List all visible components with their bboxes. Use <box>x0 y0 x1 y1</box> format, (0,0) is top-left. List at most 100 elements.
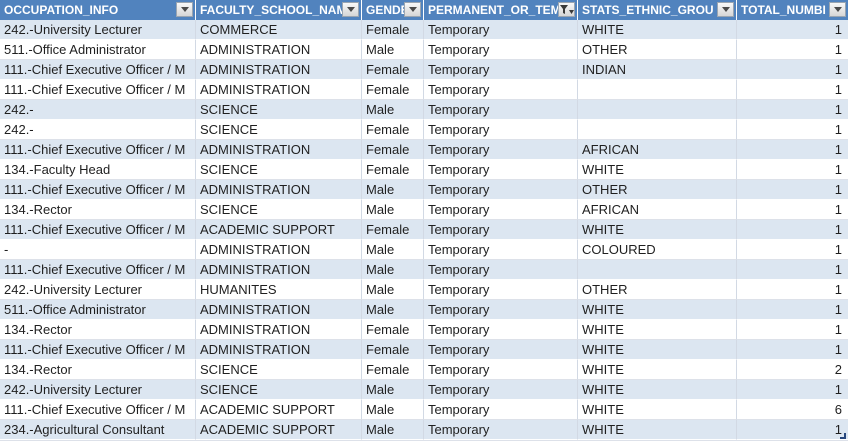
table-cell[interactable]: 1 <box>737 320 848 340</box>
table-cell[interactable]: ACADEMIC SUPPORT <box>196 400 362 420</box>
table-cell[interactable]: 111.-Chief Executive Officer / M <box>0 220 196 240</box>
table-cell[interactable]: 242.-University Lecturer <box>0 20 196 40</box>
table-cell[interactable]: 111.-Chief Executive Officer / M <box>0 260 196 280</box>
table-cell[interactable]: ADMINISTRATION <box>196 140 362 160</box>
table-cell[interactable]: 1 <box>737 260 848 280</box>
table-cell[interactable]: 111.-Chief Executive Officer / M <box>0 140 196 160</box>
table-cell[interactable]: 1 <box>737 300 848 320</box>
table-cell[interactable]: ADMINISTRATION <box>196 60 362 80</box>
table-cell[interactable]: ADMINISTRATION <box>196 300 362 320</box>
table-cell[interactable]: COMMERCE <box>196 20 362 40</box>
table-cell[interactable]: 242.- <box>0 120 196 140</box>
table-cell[interactable]: 111.-Chief Executive Officer / M <box>0 340 196 360</box>
table-cell[interactable]: AFRICAN <box>578 200 737 220</box>
table-cell[interactable]: 111.-Chief Executive Officer / M <box>0 80 196 100</box>
table-cell[interactable]: Female <box>362 120 424 140</box>
table-resize-handle[interactable] <box>840 433 846 439</box>
table-cell[interactable]: COLOURED <box>578 240 737 260</box>
table-cell[interactable]: Temporary <box>424 100 578 120</box>
table-cell[interactable]: Female <box>362 20 424 40</box>
table-cell[interactable]: 1 <box>737 140 848 160</box>
table-cell[interactable]: Female <box>362 80 424 100</box>
table-cell[interactable]: WHITE <box>578 400 737 420</box>
table-cell[interactable]: 1 <box>737 180 848 200</box>
table-cell[interactable]: ADMINISTRATION <box>196 320 362 340</box>
table-cell[interactable]: Temporary <box>424 300 578 320</box>
table-cell[interactable]: 2 <box>737 360 848 380</box>
table-cell[interactable]: Temporary <box>424 340 578 360</box>
table-cell[interactable]: 134.-Rector <box>0 360 196 380</box>
table-cell[interactable] <box>578 260 737 280</box>
table-cell[interactable]: 1 <box>737 220 848 240</box>
table-cell[interactable]: SCIENCE <box>196 120 362 140</box>
table-cell[interactable]: 111.-Chief Executive Officer / M <box>0 60 196 80</box>
table-cell[interactable]: 242.-University Lecturer <box>0 280 196 300</box>
table-cell[interactable]: Temporary <box>424 60 578 80</box>
table-cell[interactable]: Temporary <box>424 160 578 180</box>
table-cell[interactable]: 1 <box>737 160 848 180</box>
table-cell[interactable] <box>578 120 737 140</box>
filter-dropdown-button[interactable] <box>176 2 193 17</box>
table-cell[interactable]: Female <box>362 160 424 180</box>
table-cell[interactable]: 1 <box>737 200 848 220</box>
table-cell[interactable]: WHITE <box>578 160 737 180</box>
table-cell[interactable]: Male <box>362 380 424 400</box>
table-cell[interactable]: WHITE <box>578 340 737 360</box>
table-cell[interactable]: Temporary <box>424 20 578 40</box>
table-cell[interactable]: Male <box>362 100 424 120</box>
table-cell[interactable]: 111.-Chief Executive Officer / M <box>0 400 196 420</box>
table-cell[interactable]: Female <box>362 220 424 240</box>
filter-dropdown-button[interactable] <box>558 2 575 17</box>
table-cell[interactable]: AFRICAN <box>578 140 737 160</box>
table-cell[interactable]: 134.-Faculty Head <box>0 160 196 180</box>
table-cell[interactable] <box>578 80 737 100</box>
table-cell[interactable]: 1 <box>737 100 848 120</box>
table-cell[interactable]: Female <box>362 360 424 380</box>
table-cell[interactable]: 242.-University Lecturer <box>0 380 196 400</box>
table-cell[interactable]: 1 <box>737 280 848 300</box>
table-cell[interactable]: Temporary <box>424 80 578 100</box>
table-cell[interactable]: Temporary <box>424 180 578 200</box>
table-cell[interactable]: WHITE <box>578 420 737 440</box>
table-cell[interactable]: ACADEMIC SUPPORT <box>196 420 362 440</box>
table-cell[interactable]: OTHER <box>578 180 737 200</box>
table-cell[interactable]: - <box>0 240 196 260</box>
table-cell[interactable]: HUMANITES <box>196 280 362 300</box>
table-cell[interactable] <box>578 100 737 120</box>
table-cell[interactable]: Male <box>362 420 424 440</box>
table-cell[interactable]: Temporary <box>424 380 578 400</box>
table-cell[interactable]: 134.-Rector <box>0 200 196 220</box>
table-cell[interactable]: INDIAN <box>578 60 737 80</box>
table-cell[interactable]: Male <box>362 400 424 420</box>
table-cell[interactable]: OTHER <box>578 40 737 60</box>
table-cell[interactable]: ADMINISTRATION <box>196 260 362 280</box>
table-cell[interactable]: 1 <box>737 380 848 400</box>
table-cell[interactable]: 1 <box>737 40 848 60</box>
table-cell[interactable]: Temporary <box>424 320 578 340</box>
table-cell[interactable]: Temporary <box>424 280 578 300</box>
table-cell[interactable]: WHITE <box>578 360 737 380</box>
table-cell[interactable]: Temporary <box>424 140 578 160</box>
table-cell[interactable]: Temporary <box>424 400 578 420</box>
table-cell[interactable]: 511.-Office Administrator <box>0 40 196 60</box>
table-cell[interactable]: WHITE <box>578 300 737 320</box>
table-cell[interactable]: ACADEMIC SUPPORT <box>196 220 362 240</box>
table-cell[interactable]: OTHER <box>578 280 737 300</box>
table-cell[interactable]: WHITE <box>578 220 737 240</box>
table-cell[interactable]: SCIENCE <box>196 380 362 400</box>
table-cell[interactable]: 1 <box>737 60 848 80</box>
table-cell[interactable]: SCIENCE <box>196 100 362 120</box>
table-cell[interactable]: 511.-Office Administrator <box>0 300 196 320</box>
table-cell[interactable]: SCIENCE <box>196 160 362 180</box>
table-cell[interactable]: ADMINISTRATION <box>196 40 362 60</box>
table-cell[interactable]: Male <box>362 240 424 260</box>
table-cell[interactable]: Female <box>362 60 424 80</box>
table-cell[interactable]: WHITE <box>578 20 737 40</box>
table-cell[interactable]: 1 <box>737 240 848 260</box>
table-cell[interactable]: Temporary <box>424 200 578 220</box>
table-cell[interactable]: Male <box>362 300 424 320</box>
table-cell[interactable]: 6 <box>737 400 848 420</box>
table-cell[interactable]: Male <box>362 180 424 200</box>
table-cell[interactable]: Male <box>362 280 424 300</box>
table-cell[interactable]: SCIENCE <box>196 200 362 220</box>
